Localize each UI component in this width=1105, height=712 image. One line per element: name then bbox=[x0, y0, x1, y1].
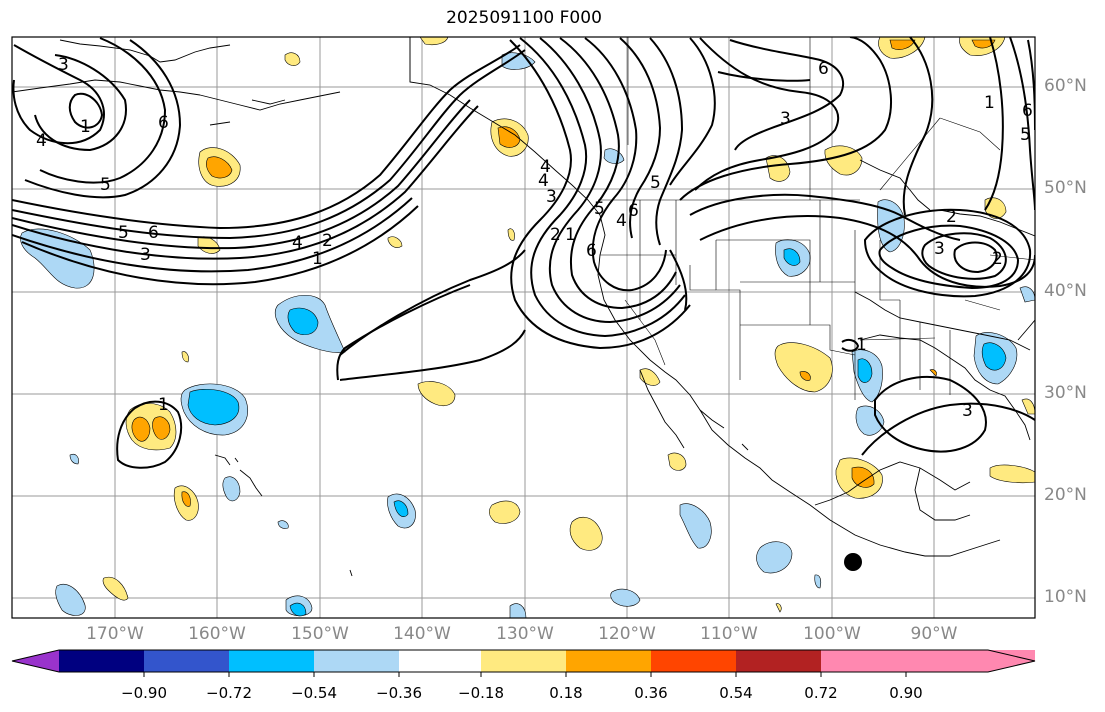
contour-label: 4 bbox=[292, 233, 303, 253]
colorbar-tick-label: 0.72 bbox=[804, 684, 838, 702]
lat-label-50n: 50°N bbox=[1044, 178, 1087, 198]
contour-label: 5 bbox=[100, 175, 111, 195]
contour-label: 1 bbox=[984, 93, 995, 113]
contour-label: 1 bbox=[312, 249, 323, 269]
lon-label-120w: 120°W bbox=[598, 624, 656, 644]
colorbar-segment bbox=[651, 650, 736, 672]
contour-label: 2 bbox=[550, 225, 561, 245]
contour-label: 3 bbox=[934, 239, 945, 259]
contour-label: 3 bbox=[546, 187, 557, 207]
colorbar-segment bbox=[481, 650, 566, 672]
contour-label: 5 bbox=[1020, 125, 1031, 145]
contour-label: 1 bbox=[80, 117, 91, 137]
colorbar-tick-label: 0.54 bbox=[719, 684, 753, 702]
lat-label-10n: 10°N bbox=[1044, 587, 1087, 607]
lon-label-110w: 110°W bbox=[700, 624, 758, 644]
lon-label-140w: 140°W bbox=[393, 624, 451, 644]
contour-label: 2 bbox=[992, 249, 1003, 269]
colorbar-segment bbox=[736, 650, 821, 672]
colorbar-extend-left bbox=[12, 650, 59, 672]
colorbar-tick-label: −0.54 bbox=[291, 684, 337, 702]
contour-label: 3 bbox=[140, 245, 151, 265]
colorbar-tick-label: 0.90 bbox=[889, 684, 923, 702]
lon-label-130w: 130°W bbox=[496, 624, 554, 644]
lon-label-150w: 150°W bbox=[291, 624, 349, 644]
colorbar bbox=[11, 649, 1036, 677]
contour-label: 3 bbox=[962, 401, 973, 421]
contour-label: 1 bbox=[565, 225, 576, 245]
islands bbox=[209, 99, 749, 577]
contour-label: 4 bbox=[540, 157, 551, 177]
contour-label: 1 bbox=[856, 335, 867, 355]
contour-label: 4 bbox=[616, 211, 627, 231]
contour-label: 5 bbox=[118, 223, 129, 243]
colorbar-tick-label: 0.36 bbox=[634, 684, 668, 702]
lat-label-30n: 30°N bbox=[1044, 383, 1087, 403]
lat-label-40n: 40°N bbox=[1044, 281, 1087, 301]
location-marker-dot bbox=[844, 553, 862, 571]
lon-label-160w: 160°W bbox=[188, 624, 246, 644]
lat-label-60n: 60°N bbox=[1044, 76, 1087, 96]
contour-label: 6 bbox=[586, 241, 597, 261]
contour-label: 6 bbox=[628, 201, 639, 221]
contour-label: 5 bbox=[594, 199, 605, 219]
contour-label: 1 bbox=[158, 395, 169, 415]
colorbar-tick-label: −0.72 bbox=[206, 684, 252, 702]
colorbar-segment bbox=[821, 650, 906, 672]
colorbar-segment bbox=[314, 650, 399, 672]
colorbar-tick-label: −0.36 bbox=[376, 684, 422, 702]
contour-label: 6 bbox=[1022, 101, 1033, 121]
contour-label: 4 bbox=[538, 171, 549, 191]
map-title: 2025091100 F000 bbox=[446, 8, 602, 28]
colorbar-tick-label: −0.18 bbox=[458, 684, 504, 702]
colorbar-tick-label: 0.18 bbox=[549, 684, 583, 702]
contour-label: 3 bbox=[780, 109, 791, 129]
contour-label: 6 bbox=[148, 223, 159, 243]
lon-label-100w: 100°W bbox=[803, 624, 861, 644]
colorbar-tick-label: −0.90 bbox=[121, 684, 167, 702]
colorbar-segment bbox=[229, 650, 314, 672]
lon-label-90w: 90°W bbox=[910, 624, 958, 644]
contour-label: 3 bbox=[58, 55, 69, 75]
colorbar-segment bbox=[566, 650, 651, 672]
contour-label: 5 bbox=[650, 173, 661, 193]
contour-labels: 3 1 4 5 6 5 3 4 1 2 6 5 4 3 2 1 5 6 6 3 … bbox=[36, 55, 1033, 421]
lat-label-20n: 20°N bbox=[1044, 485, 1087, 505]
contour-label: 2 bbox=[946, 207, 957, 227]
contour-label: 2 bbox=[322, 231, 333, 251]
colorbar-segment bbox=[59, 650, 144, 672]
lon-label-170w: 170°W bbox=[86, 624, 144, 644]
state-borders bbox=[409, 37, 1035, 400]
colorbar-segment bbox=[399, 650, 481, 672]
contours bbox=[12, 37, 1035, 469]
contour-label: 6 bbox=[158, 113, 169, 133]
colorbar-segment bbox=[144, 650, 229, 672]
map-frame bbox=[11, 36, 1036, 619]
contour-label: 6 bbox=[818, 59, 829, 79]
contour-label: 4 bbox=[36, 131, 47, 151]
